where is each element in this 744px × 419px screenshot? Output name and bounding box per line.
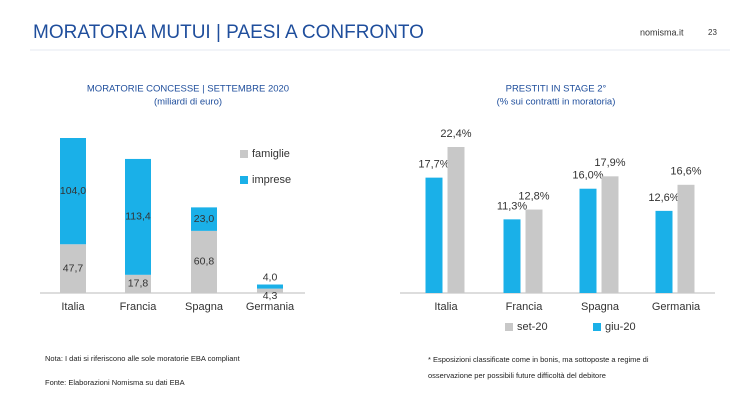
x-tick-label: Spagna <box>581 301 620 313</box>
value-label: 17,9% <box>594 157 625 169</box>
value-label: 16,0% <box>572 170 603 182</box>
value-label: 47,7 <box>63 262 84 274</box>
value-label: 17,8 <box>128 278 149 290</box>
site: nomisma.it <box>640 27 684 37</box>
x-tick-label: Spagna <box>185 301 224 313</box>
legend-label: giu-20 <box>605 321 636 333</box>
legend-label: set-20 <box>517 321 548 333</box>
chart-subtitle: (% sui contratti in moratoria) <box>497 97 616 108</box>
legend-swatch <box>240 150 248 158</box>
bar <box>677 184 695 293</box>
x-tick-label: Italia <box>61 301 85 313</box>
bar-segment <box>191 230 217 293</box>
bar-segment <box>257 288 283 293</box>
value-label: 11,3% <box>497 200 528 212</box>
legend-swatch <box>593 323 601 331</box>
value-label: 113,4 <box>125 211 151 223</box>
value-label: 16,6% <box>670 166 701 178</box>
legend-swatch <box>505 323 513 331</box>
value-label: 60,8 <box>194 256 215 268</box>
legend-label: imprese <box>252 174 291 186</box>
x-tick-label: Francia <box>120 301 158 313</box>
x-tick-label: Germania <box>652 301 701 313</box>
bar <box>579 188 597 293</box>
bar <box>447 147 465 293</box>
x-tick-label: Italia <box>434 301 458 313</box>
chart-subtitle: (miliardi di euro) <box>154 97 222 108</box>
x-tick-label: Germania <box>246 301 295 313</box>
bar <box>525 209 543 293</box>
bar <box>425 177 443 293</box>
value-label: 17,7% <box>418 159 449 171</box>
value-label: 23,0 <box>194 213 215 225</box>
bar-segment <box>60 138 86 245</box>
page-number: 23 <box>708 28 717 37</box>
bar <box>655 210 673 293</box>
value-label: 4,3 <box>263 290 278 302</box>
slide-title: MORATORIA MUTUI | PAESI A CONFRONTO <box>33 22 424 43</box>
footnote: osservazione per possibili future diffic… <box>428 371 606 380</box>
x-tick-label: Francia <box>506 301 544 313</box>
bar-segment <box>191 207 217 231</box>
legend-label: famiglie <box>252 148 290 160</box>
value-label: 104,0 <box>60 185 86 197</box>
value-label: 12,8% <box>518 190 549 202</box>
source: Fonte: Elaborazioni Nomisma su dati EBA <box>45 378 185 387</box>
legend-swatch <box>240 176 248 184</box>
bar <box>601 176 619 293</box>
note: Nota: I dati si riferiscono alle sole mo… <box>45 354 241 363</box>
footnote: * Esposizioni classificate come in bonis… <box>428 355 649 364</box>
value-label: 22,4% <box>440 128 471 140</box>
bar-segment <box>125 274 151 293</box>
value-label: 12,6% <box>648 192 679 204</box>
chart-title: PRESTITI IN STAGE 2° <box>506 84 607 95</box>
bar-segment <box>125 158 151 275</box>
bar <box>503 219 521 293</box>
value-label: 4,0 <box>263 271 278 283</box>
chart-title: MORATORIE CONCESSE | SETTEMBRE 2020 <box>87 84 289 95</box>
bar-segment <box>60 244 86 293</box>
bar-segment <box>257 284 283 289</box>
